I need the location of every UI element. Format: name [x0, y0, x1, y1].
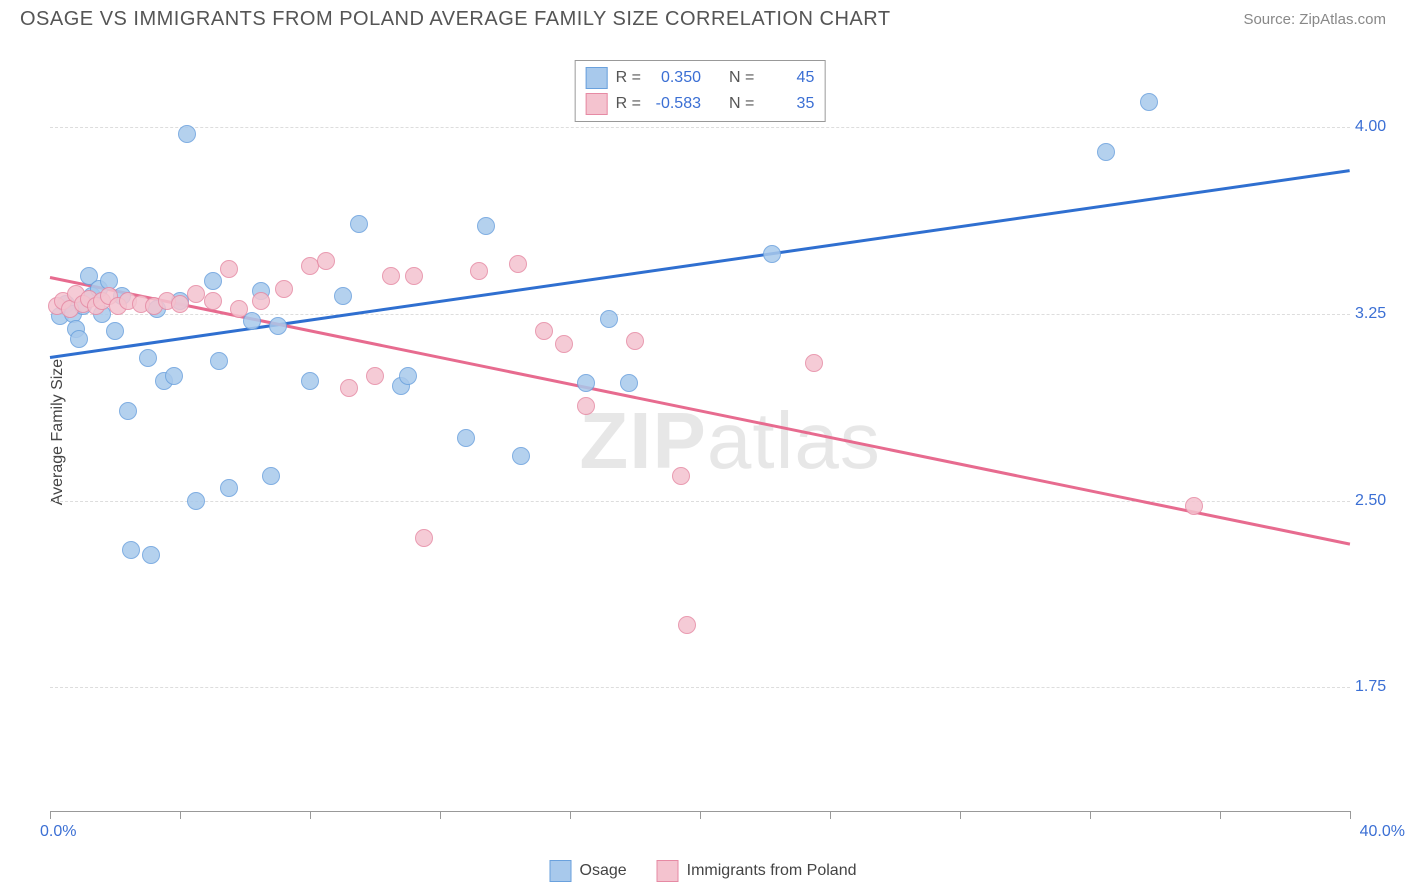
x-tick — [1220, 811, 1221, 819]
legend-item: Osage — [550, 860, 627, 882]
watermark: ZIPatlas — [579, 395, 880, 487]
gridline — [50, 127, 1350, 128]
legend-swatch — [657, 860, 679, 882]
data-point — [405, 267, 423, 285]
data-point — [1185, 497, 1203, 515]
data-point — [457, 429, 475, 447]
data-point — [262, 467, 280, 485]
data-point — [382, 267, 400, 285]
data-point — [122, 541, 140, 559]
legend-stats-box: R = 0.350 N = 45 R = -0.583 N = 35 — [575, 60, 826, 122]
data-point — [204, 292, 222, 310]
data-point — [119, 402, 137, 420]
y-tick-label: 3.25 — [1355, 305, 1400, 323]
data-point — [334, 287, 352, 305]
data-point — [230, 300, 248, 318]
data-point — [204, 272, 222, 290]
x-tick — [570, 811, 571, 819]
data-point — [366, 367, 384, 385]
data-point — [301, 372, 319, 390]
x-tick — [960, 811, 961, 819]
data-point — [220, 479, 238, 497]
legend-stats-row: R = -0.583 N = 35 — [586, 91, 815, 117]
y-tick-label: 2.50 — [1355, 492, 1400, 510]
data-point — [350, 215, 368, 233]
data-point — [626, 332, 644, 350]
legend-stats-row: R = 0.350 N = 45 — [586, 65, 815, 91]
data-point — [477, 217, 495, 235]
data-point — [269, 317, 287, 335]
data-point — [620, 374, 638, 392]
data-point — [805, 354, 823, 372]
data-point — [252, 292, 270, 310]
data-point — [106, 322, 124, 340]
data-point — [555, 335, 573, 353]
data-point — [1140, 93, 1158, 111]
stat-r-value: 0.350 — [649, 69, 701, 87]
stat-r-value: -0.583 — [649, 95, 701, 113]
data-point — [171, 295, 189, 313]
data-point — [70, 330, 88, 348]
trend-line — [50, 169, 1350, 359]
data-point — [577, 397, 595, 415]
x-axis-min-label: 0.0% — [40, 823, 76, 841]
data-point — [470, 262, 488, 280]
x-tick — [700, 811, 701, 819]
stat-r-label: R = — [616, 95, 641, 113]
stat-n-value: 45 — [762, 69, 814, 87]
data-point — [243, 312, 261, 330]
data-point — [340, 379, 358, 397]
data-point — [142, 546, 160, 564]
data-point — [210, 352, 228, 370]
stat-n-label: N = — [729, 69, 754, 87]
data-point — [275, 280, 293, 298]
data-point — [577, 374, 595, 392]
data-point — [512, 447, 530, 465]
legend-label: Osage — [580, 862, 627, 880]
x-tick — [310, 811, 311, 819]
x-tick — [440, 811, 441, 819]
data-point — [763, 245, 781, 263]
x-tick — [50, 811, 51, 819]
data-point — [535, 322, 553, 340]
legend-swatch — [550, 860, 572, 882]
chart-title: OSAGE VS IMMIGRANTS FROM POLAND AVERAGE … — [20, 8, 891, 31]
data-point — [672, 467, 690, 485]
y-tick-label: 1.75 — [1355, 678, 1400, 696]
x-axis-max-label: 40.0% — [1360, 823, 1405, 841]
data-point — [509, 255, 527, 273]
x-tick — [1090, 811, 1091, 819]
stat-n-label: N = — [729, 95, 754, 113]
legend-swatch — [586, 67, 608, 89]
chart-plot-area: Average Family Size R = 0.350 N = 45 R = -0.5… — [50, 52, 1350, 812]
legend-swatch — [586, 93, 608, 115]
data-point — [139, 349, 157, 367]
data-point — [165, 367, 183, 385]
legend-label: Immigrants from Poland — [687, 862, 857, 880]
data-point — [178, 125, 196, 143]
data-point — [678, 616, 696, 634]
stat-r-label: R = — [616, 69, 641, 87]
gridline — [50, 501, 1350, 502]
y-axis-label: Average Family Size — [49, 358, 67, 504]
legend-bottom: Osage Immigrants from Poland — [550, 860, 857, 882]
data-point — [317, 252, 335, 270]
x-tick — [180, 811, 181, 819]
data-point — [220, 260, 238, 278]
legend-item: Immigrants from Poland — [657, 860, 857, 882]
stat-n-value: 35 — [762, 95, 814, 113]
y-tick-label: 4.00 — [1355, 118, 1400, 136]
data-point — [187, 492, 205, 510]
data-point — [415, 529, 433, 547]
data-point — [600, 310, 618, 328]
source-label: Source: ZipAtlas.com — [1243, 11, 1386, 28]
data-point — [399, 367, 417, 385]
x-tick — [1350, 811, 1351, 819]
gridline — [50, 687, 1350, 688]
data-point — [1097, 143, 1115, 161]
x-tick — [830, 811, 831, 819]
